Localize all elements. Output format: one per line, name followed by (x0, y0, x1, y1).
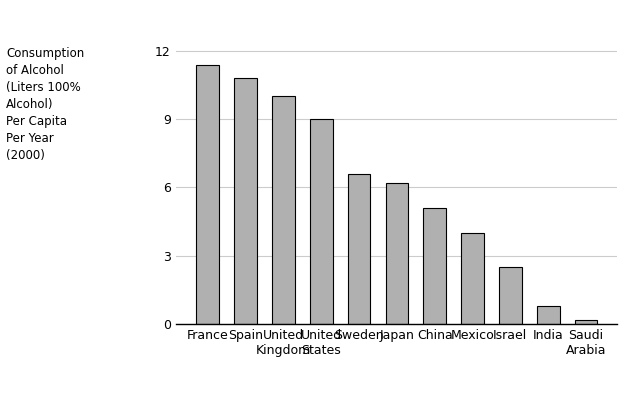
Bar (461, 233, 484, 324)
Text: Consumption
of Alcohol
(Liters 100%
Alcohol)
Per Capita
Per Year
(2000): Consumption of Alcohol (Liters 100% Alco… (6, 47, 84, 162)
Bar (234, 78, 257, 324)
Bar (499, 267, 522, 324)
Bar (310, 119, 333, 324)
Bar (348, 174, 370, 324)
Bar (575, 320, 597, 324)
Bar (272, 96, 295, 324)
Bar (423, 208, 446, 324)
Bar (197, 64, 219, 324)
Bar (537, 306, 559, 324)
Bar (386, 183, 408, 324)
